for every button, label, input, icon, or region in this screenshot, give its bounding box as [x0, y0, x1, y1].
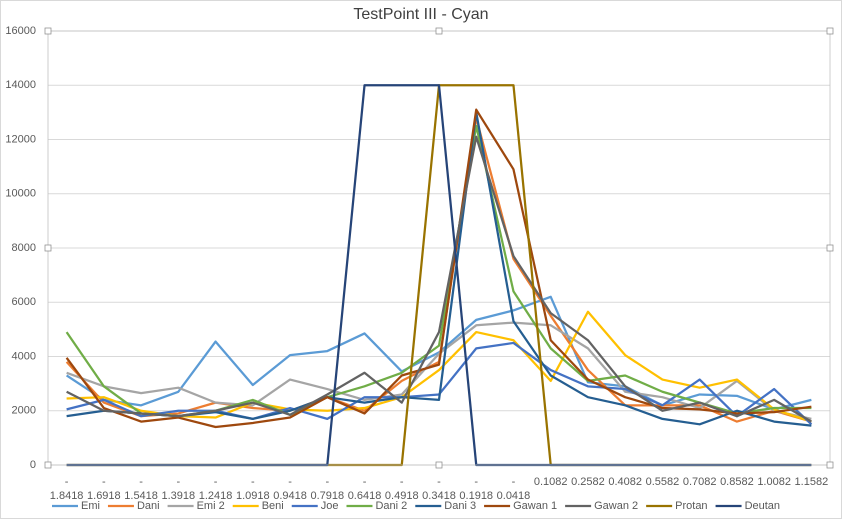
legend-label: Protan: [675, 500, 707, 512]
x-tick-label: -1.3918: [162, 476, 196, 502]
y-tick-label: 8000: [12, 242, 36, 254]
x-tick-label: 1.0082: [757, 476, 791, 488]
x-tick-label: 0.2582: [571, 476, 605, 488]
x-tick-label: 0.5582: [646, 476, 680, 488]
chart-title: TestPoint III - Cyan: [353, 6, 488, 23]
x-tick-label: -0.0418: [497, 476, 531, 502]
legend-label: Deutan: [745, 500, 780, 512]
resize-handle: [44, 461, 52, 469]
y-tick-label: 12000: [5, 133, 36, 145]
x-tick-label: 0.4082: [608, 476, 642, 488]
x-tick-label: -0.3418: [422, 476, 456, 502]
legend-label: Dani: [137, 500, 160, 512]
data-line: [66, 135, 812, 423]
x-tick-label: 0.8582: [720, 476, 754, 488]
legend-label: Emi: [81, 500, 100, 512]
legend-label: Emi 2: [197, 500, 225, 512]
x-tick-label: -0.9418: [273, 476, 307, 502]
x-tick-label: -0.7918: [310, 476, 344, 502]
data-line: [65, 108, 812, 429]
x-tick-label: -1.8418: [50, 476, 84, 502]
x-tick-label: -1.6918: [87, 476, 121, 502]
x-tick-label: 0.1082: [534, 476, 568, 488]
resize-handle: [435, 461, 443, 469]
y-tick-label: 16000: [5, 25, 36, 37]
legend-label: Joe: [321, 500, 339, 512]
resize-handle: [826, 461, 834, 469]
data-line: [66, 310, 812, 423]
resize-handle: [435, 27, 443, 35]
legend-label: Dani 2: [375, 500, 407, 512]
y-tick-label: 2000: [12, 405, 36, 417]
x-tick-label: -0.4918: [385, 476, 419, 502]
x-tick-label: 0.7082: [683, 476, 717, 488]
y-tick-label: 4000: [12, 350, 36, 362]
legend-label: Dani 3: [444, 500, 476, 512]
resize-handle: [826, 244, 834, 252]
x-tick-label: -1.2418: [199, 476, 233, 502]
x-tick-label: 1.1582: [795, 476, 829, 488]
resize-handle: [826, 27, 834, 35]
resize-handle: [44, 244, 52, 252]
legend-label: Gawan 1: [513, 500, 557, 512]
x-tick-label: -0.1918: [459, 476, 493, 502]
y-tick-label: 6000: [12, 296, 36, 308]
y-tick-label: 14000: [5, 79, 36, 91]
x-tick-label: -0.6418: [348, 476, 382, 502]
y-tick-label: 0: [30, 459, 36, 471]
x-tick-label: -1.5418: [124, 476, 158, 502]
x-tick-label: -1.0918: [236, 476, 270, 502]
legend-label: Gawan 2: [594, 500, 638, 512]
y-tick-label: 10000: [5, 188, 36, 200]
legend-label: Beni: [262, 500, 284, 512]
resize-handle: [44, 27, 52, 35]
